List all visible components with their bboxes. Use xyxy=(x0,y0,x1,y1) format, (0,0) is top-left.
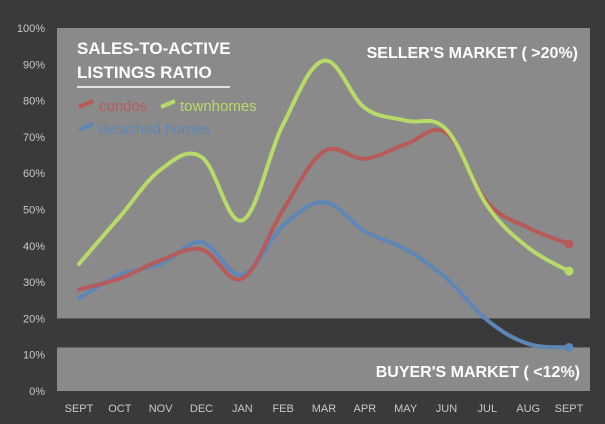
x-tick-label: MAY xyxy=(394,403,418,415)
series-end-points xyxy=(564,239,574,352)
x-tick-label: AUG xyxy=(516,403,540,415)
x-tick-label: MAR xyxy=(312,403,337,415)
legend: condos townhomes detached homes xyxy=(78,98,257,138)
buyer-market-band xyxy=(57,347,590,391)
legend-label-detached: detached homes xyxy=(99,121,210,138)
legend-label-townhomes: townhomes xyxy=(180,98,257,115)
legend-swatch-detached xyxy=(78,122,94,132)
y-tick-label: 70% xyxy=(23,132,45,144)
legend-swatch-condos xyxy=(78,99,94,109)
chart-title-line-1: SALES-TO-ACTIVE xyxy=(77,39,231,58)
y-tick-label: 20% xyxy=(23,313,45,325)
x-tick-label: DEC xyxy=(190,403,213,415)
x-tick-label: APR xyxy=(354,403,377,415)
series-line-condos xyxy=(77,127,571,292)
x-tick-label: JUN xyxy=(436,403,457,415)
y-tick-label: 10% xyxy=(23,350,45,362)
y-tick-label: 100% xyxy=(17,23,45,35)
chart-title-line-2: LISTINGS RATIO xyxy=(77,63,212,82)
y-tick-label: 80% xyxy=(23,96,45,108)
y-tick-label: 30% xyxy=(23,277,45,289)
y-axis-ticks: 0% 10% 20% 30% 40% 50% 60% 70% 80% 90% 100% xyxy=(17,23,45,398)
series-end-point-townhomes xyxy=(564,266,574,276)
x-tick-label: FEB xyxy=(272,403,293,415)
x-tick-label: JUL xyxy=(478,403,498,415)
series-lines xyxy=(77,58,571,350)
y-tick-label: 90% xyxy=(23,59,45,71)
y-tick-label: 60% xyxy=(23,168,45,180)
x-tick-label: JAN xyxy=(232,403,253,415)
chart-title: SALES-TO-ACTIVE LISTINGS RATIO xyxy=(77,39,231,88)
legend-swatch-townhomes xyxy=(160,99,176,109)
series-end-point-condos xyxy=(564,239,574,249)
x-axis-ticks: SEPT OCT NOV DEC JAN FEB MAR APR MAY JUN JUL AUG SEP… xyxy=(65,403,584,415)
x-tick-label: SEPT xyxy=(65,403,94,415)
series-end-point-detached-homes xyxy=(564,342,574,352)
x-tick-label: NOV xyxy=(149,403,174,415)
y-tick-label: 50% xyxy=(23,205,45,217)
seller-market-annotation: SELLER'S MARKET ( >20%) xyxy=(367,45,578,62)
x-tick-label: OCT xyxy=(108,403,132,415)
y-tick-label: 0% xyxy=(29,386,45,398)
y-tick-label: 40% xyxy=(23,241,45,253)
x-tick-label: SEPT xyxy=(555,403,584,415)
series-line-detached-homes xyxy=(77,200,571,350)
buyer-market-annotation: BUYER'S MARKET ( <12%) xyxy=(376,364,580,381)
legend-label-condos: condos xyxy=(99,98,147,115)
series-line-townhomes xyxy=(77,58,571,274)
